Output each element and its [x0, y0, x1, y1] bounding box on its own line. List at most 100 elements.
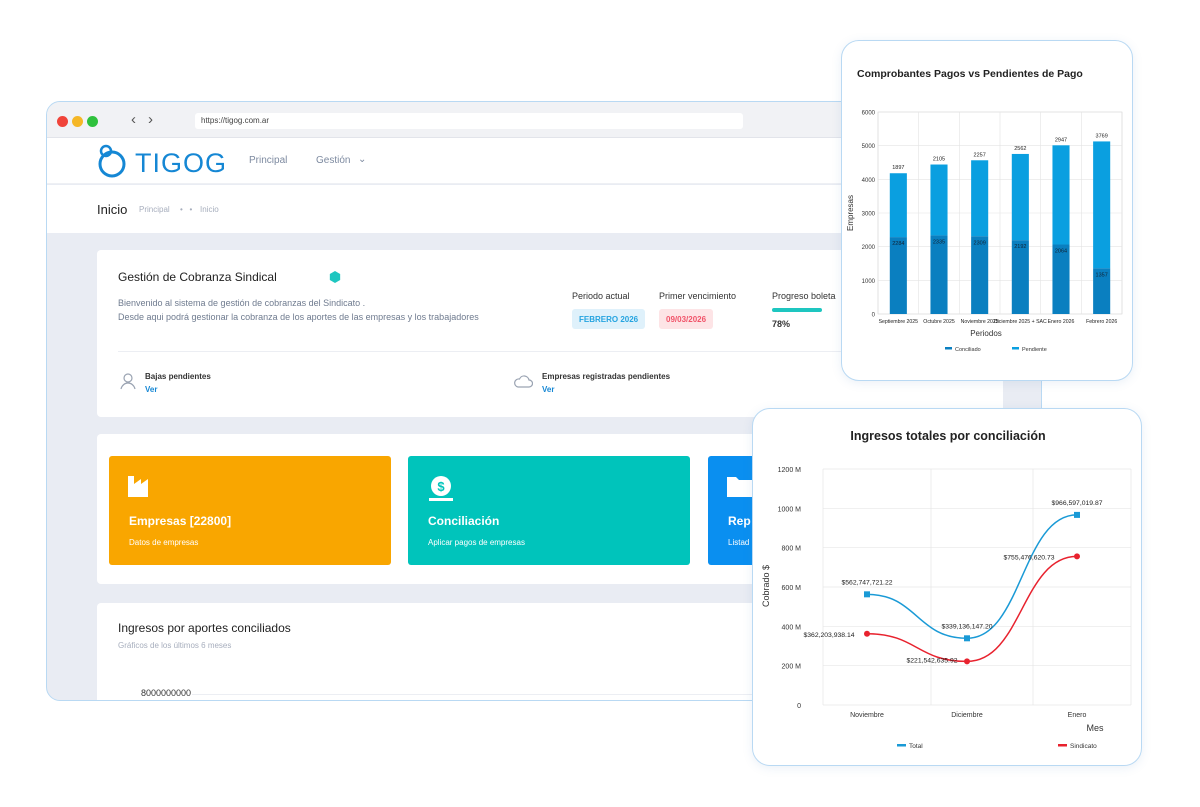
bajas-label: Bajas pendientes	[145, 372, 211, 381]
empresas-registradas-label: Empresas registradas pendientes	[542, 372, 671, 381]
line-ytick-label: 1200 M	[778, 467, 802, 474]
line-ytick-label: 800 M	[782, 546, 802, 553]
maximize-window-button[interactable]	[87, 116, 98, 127]
bar-label-pendiente: 1897	[892, 165, 904, 171]
line-legend-swatch	[897, 744, 906, 747]
tile-empresas[interactable]: Empresas [22800] Datos de empresas	[109, 456, 391, 565]
brand-logo[interactable]: TIGOG	[95, 144, 235, 178]
progreso-label: Progreso boleta	[772, 291, 836, 301]
periodo-badge: FEBRERO 2026	[572, 309, 646, 329]
comprobantes-bar-chart: Comprobantes Pagos vs Pendientes de Pago…	[846, 68, 1123, 353]
bar-label-conciliado: 2309	[974, 240, 986, 246]
progreso-value: 78%	[772, 319, 791, 329]
breadcrumb-inicio: Inicio	[200, 205, 219, 214]
bar-label-pendiente: 2105	[933, 157, 945, 163]
label-total: $562,747,721.22	[841, 579, 892, 586]
bar-pendiente	[971, 160, 989, 237]
line-legend-label: Sindicato	[1070, 743, 1097, 750]
line-chart-title: Ingresos totales por conciliación	[850, 429, 1045, 443]
nav-gestion[interactable]: Gestión	[316, 155, 351, 166]
line-xtick-label: Enero	[1068, 712, 1087, 719]
label-total: $966,597,019.87	[1051, 500, 1102, 507]
tile-empresas-title: Empresas [22800]	[129, 514, 232, 528]
users-icon	[120, 373, 136, 390]
verified-badge-icon	[329, 271, 341, 283]
tile-empresas-subtitle: Datos de empresas	[129, 538, 199, 547]
bar-ytick-label: 0	[872, 313, 876, 319]
page-title: Inicio	[97, 202, 128, 217]
line-ytick-label: 200 M	[782, 664, 802, 671]
bar-label-conciliado: 2284	[892, 241, 904, 247]
bar-xtick-label: Diciembre 2025 + SAC	[994, 319, 1047, 325]
bar-legend-swatch	[945, 347, 952, 350]
bar-pendiente	[1052, 145, 1070, 245]
ingresos-line-chart: Ingresos totales por conciliación 0 200 M…	[761, 429, 1132, 750]
bar-conciliado	[889, 237, 907, 314]
line-chart-xlabel: Mes	[1086, 723, 1104, 733]
bar-label-pendiente: 3769	[1096, 133, 1108, 139]
ingresos-gridline	[192, 694, 972, 695]
bar-ytick-label: 2000	[862, 245, 876, 251]
bar-xtick-label: Febrero 2026	[1086, 319, 1117, 325]
overview-description-2: Desde aqui podrá gestionar la cobranza d…	[118, 312, 479, 322]
bar-conciliado	[1093, 268, 1111, 314]
bar-conciliado	[1052, 244, 1070, 314]
bar-label-conciliado: 2064	[1055, 249, 1067, 255]
progress-bar	[772, 308, 822, 312]
back-arrow-icon[interactable]: ‹	[131, 111, 136, 128]
line-series-total	[866, 514, 1078, 640]
minimize-window-button[interactable]	[72, 116, 83, 127]
bar-xtick-label: Septiembre 2025	[879, 319, 919, 325]
close-window-button[interactable]	[57, 116, 68, 127]
bar-legend-label: Conciliado	[955, 347, 981, 353]
bajas-ver-link[interactable]: Ver	[145, 385, 158, 394]
label-sindicato: $362,203,938.14	[803, 632, 854, 639]
vencimiento-badge: 09/03/2026	[659, 309, 714, 329]
overview-description-1: Bienvenido al sistema de gestión de cobr…	[118, 298, 366, 308]
bar-label-pendiente: 2257	[974, 152, 986, 158]
bar-label-pendiente: 2947	[1055, 137, 1067, 143]
point-total	[864, 591, 870, 598]
label-sindicato: $221,542,635.92	[906, 657, 957, 664]
bar-xtick-label: Noviembre 2025	[961, 319, 999, 325]
line-ytick-label: 400 M	[782, 624, 802, 631]
point-sindicato	[964, 658, 970, 665]
bar-pendiente	[1093, 141, 1111, 269]
bar-pendiente	[1011, 153, 1029, 241]
chevron-down-icon[interactable]: ⌄	[358, 154, 367, 165]
point-total	[1074, 511, 1080, 518]
coin-icon: $	[429, 476, 453, 501]
bar-xtick-label: Enero 2026	[1048, 319, 1075, 325]
bar-chart-xlabel: Periodos	[970, 329, 1002, 338]
bar-ytick-label: 5000	[862, 144, 876, 150]
bar-pendiente	[889, 173, 907, 238]
line-xtick-label: Diciembre	[951, 712, 983, 719]
line-ytick-label: 1000 M	[778, 506, 802, 513]
ingresos-subtitle: Gráficos de los últimos 6 meses	[118, 641, 232, 650]
forward-arrow-icon[interactable]: ›	[148, 111, 153, 128]
factory-icon	[128, 476, 148, 497]
bar-label-conciliado: 2335	[933, 239, 945, 245]
ingresos-title: Ingresos por aportes conciliados	[118, 621, 291, 635]
tile-conciliacion-title: Conciliación	[428, 514, 500, 528]
bar-chart-ylabel: Empresas	[846, 195, 855, 231]
nav-principal[interactable]: Principal	[249, 155, 288, 166]
breadcrumb-principal[interactable]: Principal	[139, 205, 170, 214]
bar-chart-title: Comprobantes Pagos vs Pendientes de Pago	[857, 68, 1083, 80]
tile-conciliacion[interactable]: $ Conciliación Aplicar pagos de empresas	[408, 456, 690, 565]
ingresos-axis-top: 8000000000	[141, 688, 192, 698]
ingresos-chart-card: Ingresos totales por conciliación 0 200 M…	[752, 408, 1142, 766]
tile-conciliacion-subtitle: Aplicar pagos de empresas	[428, 538, 525, 547]
line-legend-label: Total	[909, 743, 923, 750]
bar-conciliado	[971, 236, 989, 314]
folder-icon	[727, 477, 753, 497]
tile-reportes-subtitle: Listad	[728, 538, 750, 547]
bar-label-pendiente: 2562	[1014, 146, 1026, 152]
vencimiento-label: Primer vencimiento	[659, 291, 737, 301]
bar-pendiente	[930, 164, 948, 236]
brand-name: TIGOG	[135, 148, 227, 178]
url-bar[interactable]: https://tigog.com.ar	[195, 113, 743, 129]
tile-reportes-title: Rep	[728, 514, 751, 528]
empresas-ver-link[interactable]: Ver	[542, 385, 555, 394]
line-chart-ylabel: Cobrado $	[761, 565, 771, 607]
